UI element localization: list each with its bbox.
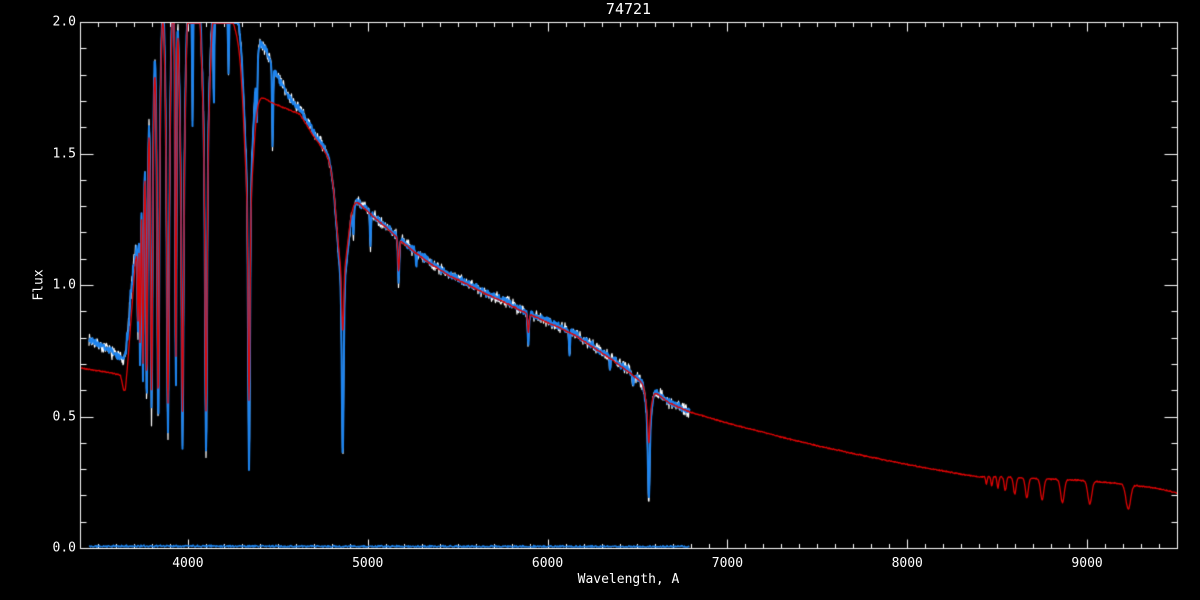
x-tick-label: 8000 — [891, 556, 923, 571]
y-tick-label: 1.0 — [52, 277, 76, 293]
x-tick-label: 9000 — [1071, 556, 1103, 571]
y-tick-label: 1.5 — [52, 146, 76, 161]
x-axis-label: Wavelength, A — [577, 572, 680, 587]
x-tick-label: 5000 — [352, 556, 384, 571]
x-tick-label: 6000 — [531, 556, 564, 571]
x-tick-label: 4000 — [172, 556, 204, 571]
y-tick-label: 0.0 — [52, 540, 76, 556]
plot-title: 74721 — [605, 0, 652, 18]
y-tick-label: 0.5 — [52, 409, 76, 424]
y-tick-label: 2.0 — [52, 14, 76, 30]
x-tick-label: 7000 — [711, 556, 744, 571]
